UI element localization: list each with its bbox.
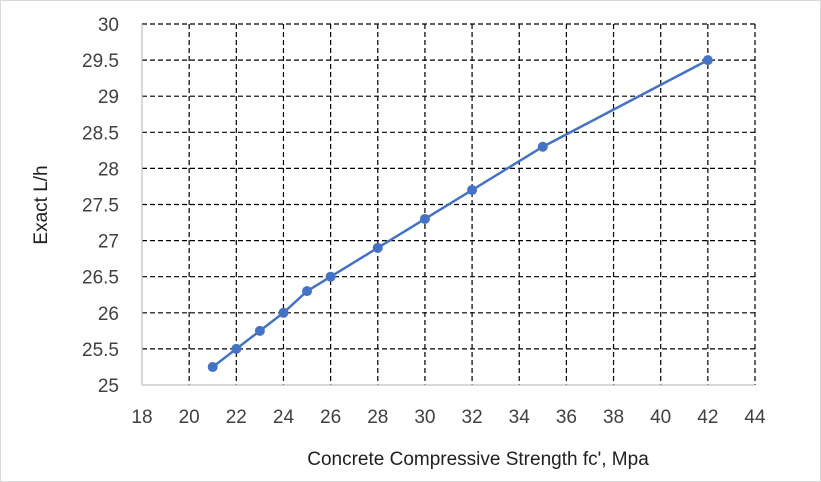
y-tick-label: 28 [98, 159, 119, 180]
x-tick-label: 36 [556, 407, 577, 428]
y-tick-label: 29 [98, 87, 119, 108]
y-tick-label: 26.5 [82, 268, 119, 289]
x-tick-label: 22 [226, 407, 247, 428]
data-point [302, 286, 313, 297]
y-axis-title: Exact L/h [31, 165, 52, 244]
y-tick-label: 29.5 [82, 51, 119, 72]
x-tick-label: 26 [320, 407, 341, 428]
x-tick-label: 32 [462, 407, 483, 428]
y-tick-label: 27 [98, 232, 119, 253]
y-tick-label: 26 [98, 304, 119, 325]
x-tick-label: 28 [367, 407, 388, 428]
series-line [211, 58, 709, 368]
series-group [207, 55, 713, 372]
data-point [207, 361, 218, 372]
x-tick-label: 24 [273, 407, 295, 428]
x-tick-labels: 18 20 22 24 26 28 30 32 34 36 38 40 42 44 [131, 407, 766, 428]
y-tick-label: 27.5 [82, 196, 119, 217]
y-tick-label: 28.5 [82, 123, 119, 144]
y-tick-label: 25 [98, 376, 119, 397]
data-point [231, 343, 242, 354]
grid-lines [142, 23, 756, 385]
axes [141, 24, 755, 386]
data-point [278, 307, 289, 318]
data-point [372, 242, 383, 253]
data-point [467, 185, 478, 196]
x-tick-label: 18 [131, 407, 152, 428]
x-tick-label: 40 [650, 407, 671, 428]
x-tick-label: 30 [414, 407, 435, 428]
x-tick-label: 42 [697, 407, 718, 428]
x-tick-label: 34 [509, 407, 531, 428]
x-tick-label: 38 [603, 407, 624, 428]
y-tick-labels: 25 25.5 26 26.5 27 27.5 28 28.5 29 29.5 30 [82, 15, 119, 397]
x-tick-label: 20 [179, 407, 200, 428]
x-axis-title: Concrete Compressive Strength fc', Mpa [307, 449, 649, 470]
y-tick-label: 30 [98, 15, 119, 36]
data-point [325, 271, 336, 282]
data-point [419, 213, 430, 224]
data-point [702, 55, 713, 66]
data-point [537, 141, 548, 152]
data-point [254, 325, 265, 336]
y-tick-label: 25.5 [82, 340, 119, 361]
x-tick-label: 44 [744, 407, 766, 428]
